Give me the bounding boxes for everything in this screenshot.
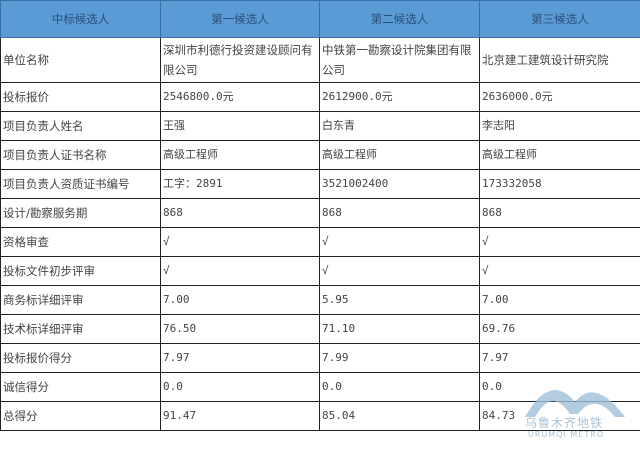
table-row: 技术标详细评审 76.50 71.10 69.76 (0, 314, 640, 344)
row-label: 投标报价 (0, 82, 161, 112)
value-cell: 7.97 (160, 343, 320, 373)
value-cell: 3521002400 (319, 169, 480, 199)
value-cell: 71.10 (319, 314, 480, 344)
header-cell: 第二候选人 (319, 0, 480, 38)
row-label: 项目负责人姓名 (0, 111, 161, 141)
value-cell: 王强 (160, 111, 320, 141)
value-cell: 高级工程师 (160, 140, 320, 170)
header-cell: 第一候选人 (160, 0, 320, 38)
value-cell: 深圳市利德行投资建设顾问有限公司 (160, 37, 320, 83)
header-cell: 中标候选人 (0, 0, 161, 38)
table-row: 投标报价 2546800.0元 2612900.0元 2636000.0元 (0, 82, 640, 112)
value-cell: 高级工程师 (479, 140, 640, 170)
table-row: 项目负责人资质证书编号 工字：2891 3521002400 173332058 (0, 169, 640, 199)
value-cell: 5.95 (319, 285, 480, 315)
row-label: 投标报价得分 (0, 343, 161, 373)
value-cell: √ (319, 227, 480, 257)
row-label: 投标文件初步评审 (0, 256, 161, 286)
row-label: 项目负责人证书名称 (0, 140, 161, 170)
value-cell: 2546800.0元 (160, 82, 320, 112)
watermark-cn: 乌鲁木齐地铁 (525, 416, 604, 430)
value-cell: √ (319, 256, 480, 286)
table-row: 单位名称 深圳市利德行投资建设顾问有限公司 中铁第一勘察设计院集团有限公司 北京建工建… (0, 37, 640, 83)
table-row: 投标文件初步评审 √ √ √ (0, 256, 640, 286)
row-label: 资格审查 (0, 227, 161, 257)
value-cell: √ (160, 227, 320, 257)
row-label: 项目负责人资质证书编号 (0, 169, 161, 199)
value-cell: 7.00 (160, 285, 320, 315)
value-cell: 868 (479, 198, 640, 228)
row-label: 设计/勘察服务期 (0, 198, 161, 228)
value-cell: √ (160, 256, 320, 286)
value-cell: 白东青 (319, 111, 480, 141)
value-cell: 868 (160, 198, 320, 228)
value-cell: 7.99 (319, 343, 480, 373)
header-cell: 第三候选人 (479, 0, 640, 38)
table-row: 项目负责人证书名称 高级工程师 高级工程师 高级工程师 (0, 140, 640, 170)
value-cell: 李志阳 (479, 111, 640, 141)
row-label: 诚信得分 (0, 372, 161, 402)
table-row: 资格审查 √ √ √ (0, 227, 640, 257)
header-row: 中标候选人 第一候选人 第二候选人 第三候选人 (0, 0, 640, 38)
table-row: 项目负责人姓名 王强 白东青 李志阳 (0, 111, 640, 141)
value-cell: 工字：2891 (160, 169, 320, 199)
value-cell: 北京建工建筑设计研究院 (479, 37, 640, 83)
table-row: 设计/勘察服务期 868 868 868 (0, 198, 640, 228)
value-cell: 7.00 (479, 285, 640, 315)
value-cell: 173332058 (479, 169, 640, 199)
value-cell: 2612900.0元 (319, 82, 480, 112)
value-cell: 76.50 (160, 314, 320, 344)
value-cell: √ (479, 256, 640, 286)
bid-candidates-table: 中标候选人 第一候选人 第二候选人 第三候选人 单位名称 深圳市利德行投资建设顾问… (0, 0, 640, 431)
value-cell: 高级工程师 (319, 140, 480, 170)
value-cell: 0.0 (160, 372, 320, 402)
value-cell: 7.97 (479, 343, 640, 373)
value-cell: 85.04 (319, 401, 480, 431)
row-label: 商务标详细评审 (0, 285, 161, 315)
urumqi-metro-logo (525, 390, 625, 417)
value-cell: 91.47 (160, 401, 320, 431)
value-cell: 中铁第一勘察设计院集团有限公司 (319, 37, 480, 83)
row-label: 总得分 (0, 401, 161, 431)
watermark-en: URUMQI METRO (528, 430, 605, 439)
row-label: 单位名称 (0, 37, 161, 83)
table-row: 投标报价得分 7.97 7.99 7.97 (0, 343, 640, 373)
value-cell: 0.0 (319, 372, 480, 402)
table-row: 商务标详细评审 7.00 5.95 7.00 (0, 285, 640, 315)
value-cell: √ (479, 227, 640, 257)
value-cell: 2636000.0元 (479, 82, 640, 112)
value-cell: 868 (319, 198, 480, 228)
value-cell: 69.76 (479, 314, 640, 344)
row-label: 技术标详细评审 (0, 314, 161, 344)
